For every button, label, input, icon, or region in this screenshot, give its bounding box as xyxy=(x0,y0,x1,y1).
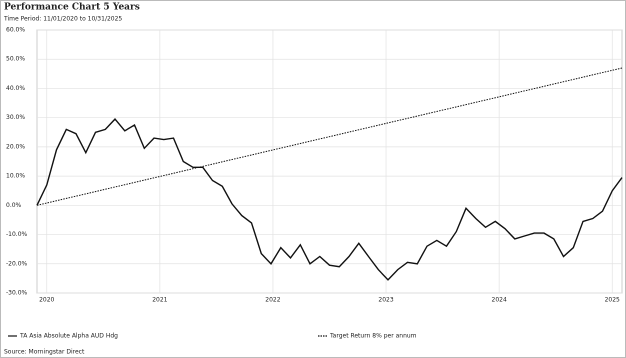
x-tick-label: 2020 xyxy=(39,297,54,304)
y-tick-label: -20.0% xyxy=(6,260,28,267)
chart-title: Performance Chart 5 Years xyxy=(4,3,140,13)
y-tick-label: -10.0% xyxy=(6,231,28,238)
plot-area xyxy=(36,29,623,294)
subtitle: Time Period: 11/01/2020 to 10/31/2025 xyxy=(3,16,122,23)
y-tick-label: 50.0% xyxy=(6,56,25,63)
x-tick-label: 2024 xyxy=(492,297,507,304)
y-tick-label: 10.0% xyxy=(6,173,25,180)
y-tick-label: 60.0% xyxy=(6,27,25,34)
source: Source: Morningstar Direct xyxy=(4,349,85,356)
x-tick-label: 2025 xyxy=(605,297,620,304)
y-tick-label: 20.0% xyxy=(6,143,25,150)
y-tick-label: 40.0% xyxy=(6,85,25,92)
y-tick-label: -30.0% xyxy=(6,290,28,297)
x-tick-label: 2021 xyxy=(152,297,167,304)
series-line xyxy=(36,118,623,281)
x-tick-label: 2023 xyxy=(378,297,393,304)
y-tick-label: 0.0% xyxy=(6,202,22,209)
y-tick-label: 30.0% xyxy=(6,114,25,121)
series-line xyxy=(36,67,623,206)
legend-label: TA Asia Absolute Alpha AUD Hdg xyxy=(19,333,118,340)
x-tick-label: 2022 xyxy=(265,297,280,304)
legend-label: Target Return 8% per annum xyxy=(329,333,417,340)
